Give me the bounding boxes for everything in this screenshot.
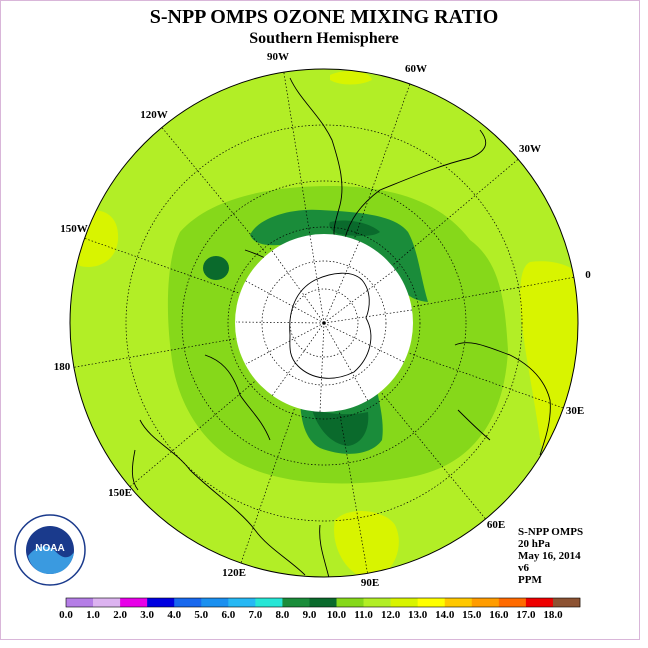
- colorbar-swatch-5: [201, 598, 229, 607]
- polar-graticule: [235, 234, 413, 413]
- lon-label-180: 180: [54, 361, 71, 373]
- colorbar-tick-label: 2.0: [113, 609, 127, 621]
- field-10-isolated: [203, 256, 229, 280]
- lon-label-60w: 60W: [405, 63, 427, 75]
- colorbar-tick-label: 11.0: [354, 609, 373, 621]
- info-line-level: 20 hPa: [518, 538, 551, 550]
- colorbar-swatch-10: [336, 598, 364, 607]
- colorbar-swatch-12: [390, 598, 418, 607]
- page-subtitle: Southern Hemisphere: [249, 30, 399, 47]
- colorbar-swatch-14: [444, 598, 473, 607]
- colorbar-swatch-15: [471, 598, 500, 607]
- colorbar-tick-label: 15.0: [462, 609, 482, 621]
- colorbar-swatch-11: [363, 598, 391, 607]
- info-box: S-NPP OMPS 20 hPa May 16, 2014 v6 PPM: [518, 526, 583, 586]
- colorbar-tick-label: 10.0: [327, 609, 347, 621]
- colorbar-swatch-2: [120, 598, 148, 607]
- colorbar: 0.0 1.0 2.0 3.0 4.0 5.0 6.0 7.0 8.0 9.0 10.0 11.0 12…: [59, 597, 581, 621]
- figure-frame: [0, 0, 640, 640]
- colorbar-tick-label: 7.0: [248, 609, 262, 621]
- lon-label-90e: 90E: [361, 577, 379, 589]
- noaa-logo: NOAA: [14, 514, 86, 586]
- colorbar-tick-label: 9.0: [303, 609, 317, 621]
- lon-label-150w: 150W: [60, 223, 88, 235]
- colorbar-swatch-4: [174, 598, 202, 607]
- colorbar-swatch-16: [498, 598, 527, 607]
- lon-label-90w: 90W: [267, 51, 289, 63]
- antarctica-outline: [289, 272, 372, 379]
- colorbar-tick-label: 5.0: [194, 609, 208, 621]
- info-line-date: May 16, 2014: [518, 550, 581, 562]
- colorbar-swatch-17: [525, 598, 554, 607]
- colorbar-swatch-9: [309, 598, 337, 607]
- colorbar-tick-label: 0.0: [59, 609, 73, 621]
- colorbar-tick-label: 18.0: [543, 609, 563, 621]
- colorbar-tick-label: 16.0: [489, 609, 509, 621]
- noaa-logo-wave: [28, 546, 74, 574]
- noaa-logo-text: NOAA: [35, 543, 64, 554]
- south-pole-marker: [322, 321, 326, 325]
- lon-label-150e: 150E: [108, 487, 132, 499]
- colorbar-tick-label: 8.0: [276, 609, 290, 621]
- lon-label-120w: 120W: [140, 109, 168, 121]
- colorbar-swatch-13: [417, 598, 446, 607]
- colorbar-swatch-8: [282, 598, 310, 607]
- colorbar-tick-label: 6.0: [221, 609, 235, 621]
- colorbar-swatch-0: [66, 598, 94, 607]
- map-boundary: [69, 68, 579, 578]
- info-line-version: v6: [518, 562, 529, 574]
- colorbar-swatch-1: [93, 598, 121, 607]
- colorbar-swatch-3: [147, 598, 175, 607]
- field-10-center: [329, 220, 380, 236]
- field-12-13-north: [330, 70, 372, 85]
- colorbar-tick-label: 17.0: [516, 609, 536, 621]
- colorbar-swatch-18: [552, 598, 581, 607]
- lon-label-0: 0: [585, 269, 591, 281]
- colorbar-swatch-7: [255, 598, 283, 607]
- colorbar-tick-label: 12.0: [381, 609, 401, 621]
- colorbar-tick-label: 3.0: [140, 609, 154, 621]
- info-line-units: PPM: [518, 574, 542, 586]
- longitude-labels: 90W 60W 30W 0 30E 60E 90E 120E 150E 180 …: [54, 51, 592, 589]
- lon-label-30w: 30W: [519, 143, 541, 155]
- lon-label-30e: 30E: [566, 405, 584, 417]
- field-9-10-north: [250, 209, 428, 302]
- info-line-instrument: S-NPP OMPS: [518, 526, 584, 538]
- colorbar-swatch-6: [228, 598, 256, 607]
- page-title: S-NPP OMPS OZONE MIXING RATIO: [149, 6, 499, 28]
- lon-label-120e: 120E: [222, 567, 246, 579]
- colorbar-border: [65, 597, 581, 608]
- field-12-13-south: [334, 510, 399, 577]
- colorbar-tick-label: 4.0: [167, 609, 181, 621]
- colorbar-tick-label: 1.0: [86, 609, 100, 621]
- lon-label-60e: 60E: [487, 519, 505, 531]
- colorbar-tick-label: 13.0: [408, 609, 428, 621]
- coastlines: [131, 77, 551, 577]
- colorbar-tick-label: 14.0: [435, 609, 455, 621]
